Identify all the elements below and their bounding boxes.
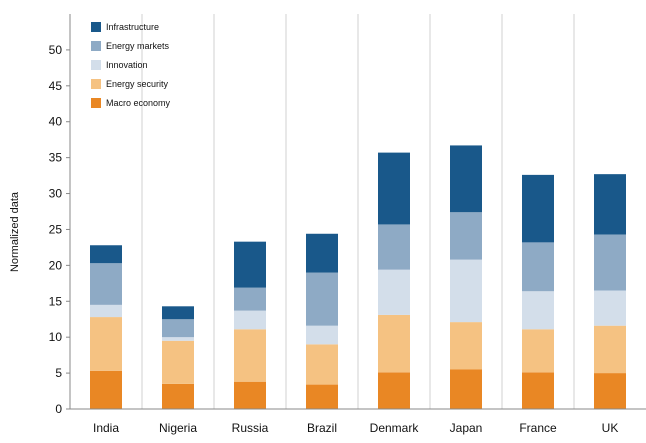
y-tick-label: 50 [49,43,63,57]
bar-segment-energy-security [450,322,482,370]
gridlines [141,14,575,409]
bar-segment-infrastructure [450,145,482,213]
y-tick-label: 15 [49,294,63,308]
bar-segment-infrastructure [234,241,266,288]
x-tick-label: Japan [450,421,483,435]
bar-segment-energy-security [306,344,338,385]
legend-swatch [91,22,101,32]
bar-segment-energy-markets [234,287,266,311]
y-tick-label: 45 [49,79,63,93]
bar-segment-innovation [450,259,482,323]
bar-segment-innovation [522,291,554,330]
legend-swatch [91,79,101,89]
bars [90,145,626,409]
bar-segment-macro-economy [90,370,122,409]
bar-segment-innovation [594,290,626,326]
bar-segment-energy-markets [450,212,482,260]
legend: Infrastructure Energy markets Innovation En… [91,22,171,108]
bar-segment-energy-security [90,317,122,371]
bar-segment-infrastructure [594,174,626,235]
legend-swatch [91,98,101,108]
bar-segment-macro-economy [306,384,338,409]
bar-segment-infrastructure [378,152,410,225]
bar-segment-innovation [162,337,194,341]
legend-swatch [91,41,101,51]
x-tick-label: Denmark [370,421,420,435]
y-tick-label: 0 [55,402,62,416]
legend-label: Macro economy [106,98,171,108]
y-tick-label: 40 [49,115,63,129]
bar-segment-macro-economy [162,383,194,409]
bar-segment-infrastructure [522,174,554,243]
x-tick-label: UK [602,421,619,435]
bar-segment-energy-security [522,329,554,373]
legend-label: Infrastructure [106,22,159,32]
legend-label: Innovation [106,60,148,70]
y-tick-label: 10 [49,330,63,344]
bar-segment-macro-economy [234,381,266,409]
bar-segment-infrastructure [306,233,338,273]
bar-segment-innovation [234,310,266,330]
bar-segment-energy-markets [90,263,122,305]
bar-segment-infrastructure [90,245,122,264]
bar-segment-macro-economy [450,369,482,409]
bar-segment-energy-security [378,314,410,373]
x-tick-label: Brazil [307,421,337,435]
bar-segment-energy-markets [594,234,626,291]
bar-segment-energy-security [594,325,626,374]
y-tick-label: 5 [55,366,62,380]
x-tick-label: Russia [232,421,269,435]
legend-swatch [91,60,101,70]
x-tick-label: France [519,421,557,435]
bar-segment-innovation [90,304,122,318]
y-axis-label: Normalized data [9,191,21,272]
bar-segment-energy-markets [306,272,338,326]
legend-label: Energy security [106,79,169,89]
y-tick-label: 25 [49,222,63,236]
legend-label: Energy markets [106,41,170,51]
bar-segment-energy-markets [162,319,194,338]
x-tick-label: Nigeria [159,421,197,435]
bar-segment-infrastructure [162,306,194,320]
y-tick-label: 35 [49,151,63,165]
bar-segment-energy-security [234,329,266,382]
bar-segment-innovation [378,269,410,315]
bar-segment-energy-security [162,340,194,384]
bar-segment-macro-economy [594,373,626,409]
axes: 0 5 10 15 20 25 30 35 40 45 50 India Nigeria Russia Br… [49,14,646,435]
bar-segment-energy-markets [522,242,554,292]
bar-segment-innovation [306,325,338,345]
bar-segment-macro-economy [522,372,554,409]
y-tick-label: 30 [49,187,63,201]
y-tick-label: 20 [49,258,63,272]
x-tick-label: India [93,421,119,435]
bar-segment-macro-economy [378,372,410,409]
bar-segment-energy-markets [378,224,410,270]
